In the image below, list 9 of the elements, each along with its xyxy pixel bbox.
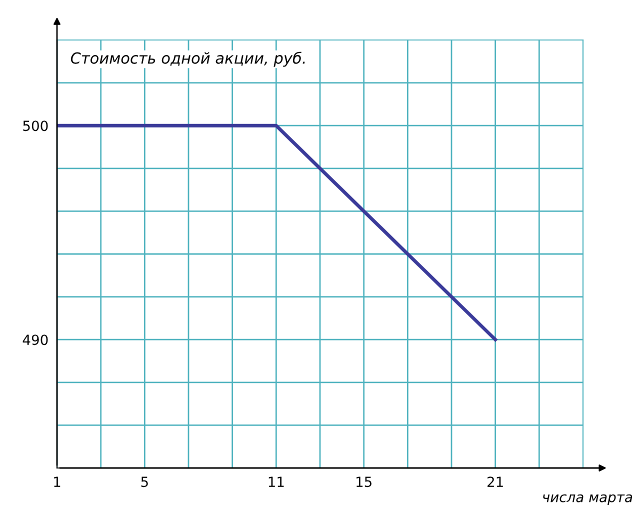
- x-tick-label: 21: [488, 476, 503, 487]
- x-tick-label: 11: [268, 476, 284, 487]
- y-axis-title: Стоимость одной акции, руб.: [70, 52, 305, 67]
- x-axis-title: числа марта: [543, 494, 632, 505]
- x-tick-label: 15: [356, 476, 372, 488]
- x-tick-label: 5: [141, 476, 148, 488]
- y-tick-label: 490: [22, 334, 48, 346]
- y-tick-label: 500: [23, 120, 48, 132]
- x-tick-label: 1: [54, 476, 60, 487]
